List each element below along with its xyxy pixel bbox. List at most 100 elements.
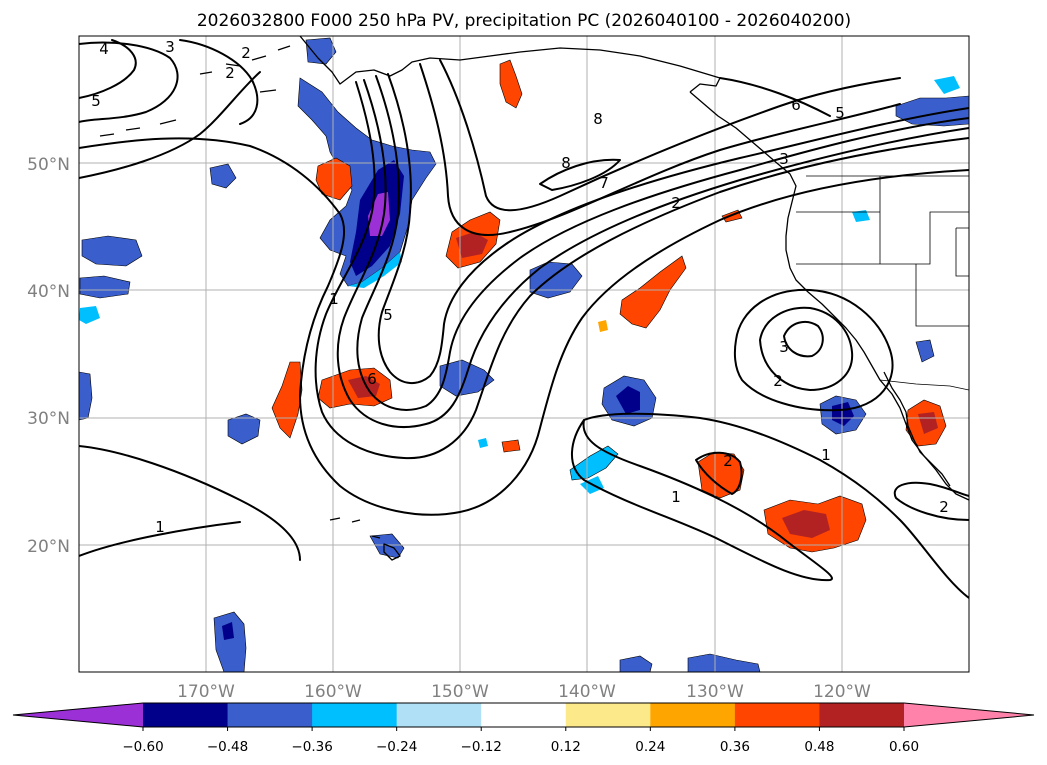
pv-contour (79, 71, 261, 179)
contour-label: 2 (225, 64, 235, 82)
pv-contour (419, 63, 901, 236)
pv-contour (314, 81, 969, 460)
contour-label: 6 (367, 370, 377, 388)
precip-blob (915, 339, 935, 363)
pv-contour (695, 451, 743, 495)
precip-blob (369, 533, 405, 559)
pv-contours (79, 39, 969, 599)
contour-label: 8 (561, 154, 571, 172)
map-content: 4 3 2 2 5 8 8 7 2 6 5 3 1 5 6 3 2 1 1 2 (79, 36, 969, 672)
precip-blob (227, 413, 261, 445)
lat-label-20n: 20°N (27, 537, 70, 557)
colorbar-segment (650, 703, 736, 727)
map-background (79, 36, 969, 672)
precip-blob (439, 359, 495, 397)
graticule (79, 36, 969, 672)
precip-blob (616, 386, 640, 414)
precip-blob (305, 37, 337, 65)
colorbar-extend-high (904, 703, 1034, 727)
contour-label: 6 (791, 96, 801, 114)
colorbar-tick-label: 0.60 (889, 739, 919, 755)
contour-label: 3 (779, 338, 789, 356)
colorbar-segment (312, 703, 398, 727)
precip-blob (499, 59, 523, 109)
contour-label: 1 (155, 518, 165, 536)
lat-label-50n: 50°N (27, 155, 70, 175)
pacific-northwest-coastline (689, 91, 969, 501)
colorbar-segment (481, 703, 567, 727)
pv-contour (733, 288, 894, 412)
longitude-labels: 170°W 160°W 150°W 140°W 130°W 120°W (177, 682, 871, 702)
precip-blob (569, 445, 619, 481)
precip-blob (478, 438, 488, 448)
precip-blob (852, 210, 870, 222)
pv-contour (539, 158, 621, 191)
contour-label: 2 (773, 372, 783, 390)
lon-label-130w: 130°W (686, 682, 744, 702)
pv-contour (79, 39, 137, 99)
lon-label-170w: 170°W (177, 682, 235, 702)
lon-label-140w: 140°W (558, 682, 616, 702)
precip-blob (271, 361, 303, 439)
map-title: 2026032800 F000 250 hPa PV, precipitatio… (197, 11, 851, 31)
lat-label-40n: 40°N (27, 282, 70, 302)
colorbar-tick-label: 0.36 (720, 739, 750, 755)
pv-contour (439, 59, 901, 212)
colorbar-segment (734, 703, 820, 727)
contour-label: 1 (821, 446, 831, 464)
colorbar-extend-low (13, 703, 143, 727)
colorbar-tick-label: 0.24 (635, 739, 665, 755)
lon-label-160w: 160°W (304, 682, 362, 702)
precip-blob (222, 622, 234, 640)
precip-blob (209, 163, 237, 189)
contour-label: 5 (835, 104, 845, 122)
precip-blob (315, 157, 353, 201)
precip-blob (79, 306, 100, 324)
us-mexico-border (879, 379, 969, 391)
colorbar-tick-label: 0.48 (804, 739, 834, 755)
precip-blob (501, 439, 521, 453)
pv-contour (79, 521, 241, 557)
contour-label: 3 (779, 150, 789, 168)
map-panel: 4 3 2 2 5 8 8 7 2 6 5 3 1 5 6 3 2 1 1 2 (78, 35, 970, 673)
map-frame (78, 35, 970, 673)
contour-label: 2 (241, 44, 251, 62)
lat-label-30n: 30°N (27, 409, 70, 429)
precip-blob (348, 252, 402, 288)
precip-blob (348, 376, 380, 398)
precip-blob (832, 402, 854, 426)
colorbar: −0.60 −0.48 −0.36 −0.24 −0.12 0.12 0.24 0.36 0.4… (12, 702, 1035, 755)
alaska-coastline (299, 36, 721, 93)
precip-blob (456, 232, 488, 258)
precip-blob (81, 235, 143, 267)
precip-blob (619, 655, 653, 672)
lon-label-120w: 120°W (813, 682, 871, 702)
aleutian-islands (99, 45, 291, 137)
pv-contour (79, 445, 301, 561)
contour-label: 7 (599, 174, 609, 192)
contour-label: 1 (671, 488, 681, 506)
latitude-labels: 20°N 30°N 40°N 50°N (27, 155, 70, 557)
pv-contour (356, 75, 969, 411)
pv-contour (570, 419, 833, 582)
state-borders (796, 176, 969, 327)
contour-label: 3 (165, 38, 175, 56)
precip-blob (79, 371, 93, 421)
colorbar-segment (143, 703, 229, 727)
pv-contour (783, 320, 824, 358)
precip-blob (598, 320, 608, 332)
lon-label-150w: 150°W (431, 682, 489, 702)
precip-blob (213, 611, 247, 672)
colorbar-tick-label: −0.36 (291, 739, 332, 755)
pv-contour (893, 481, 969, 521)
pv-contour (719, 77, 831, 117)
baja-california-coastline (883, 371, 951, 487)
contour-label: 5 (91, 92, 101, 110)
colorbar-segment (565, 703, 651, 727)
pv-contour (583, 412, 969, 599)
pv-contour (79, 41, 179, 123)
contour-label: 4 (99, 40, 109, 58)
colorbar-segment (819, 703, 905, 727)
precip-blob (79, 275, 131, 299)
